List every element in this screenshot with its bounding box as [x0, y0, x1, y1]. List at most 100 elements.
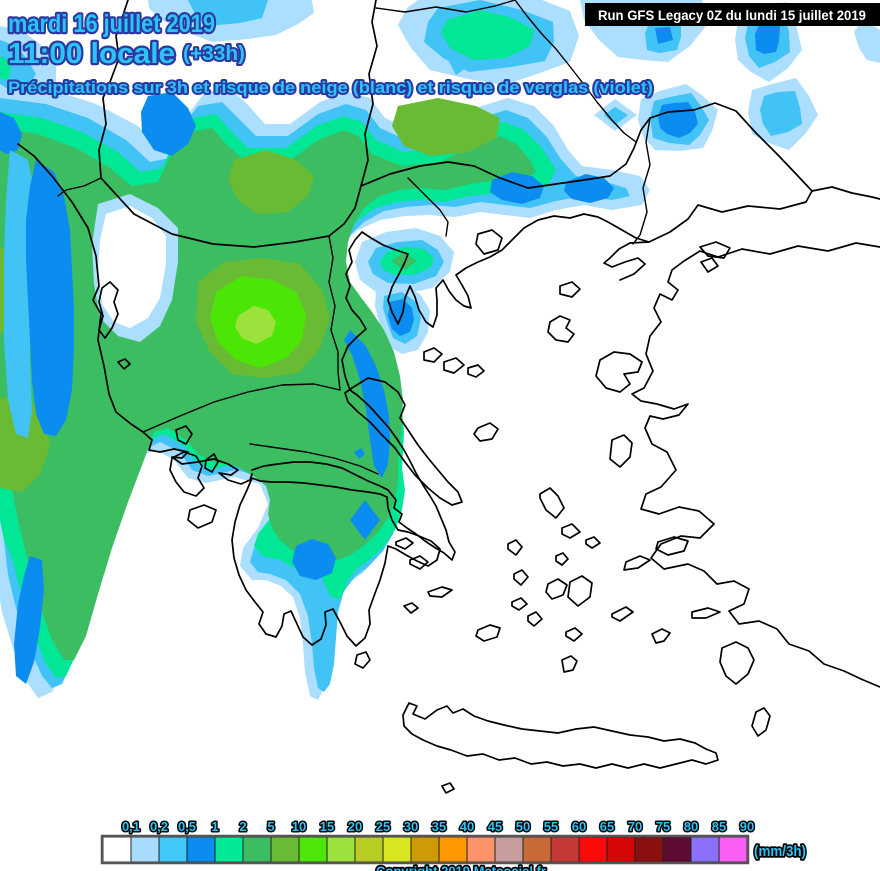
border-vertical-west: [98, 0, 129, 179]
legend-tick-label: 40: [460, 819, 474, 834]
legend-swatch: [494, 836, 524, 863]
island-crete: [402, 702, 719, 769]
legend-swatch: [186, 836, 216, 863]
island-thassos: [475, 229, 503, 255]
island-salamis: [395, 537, 414, 550]
border-bulgaria-turkey: [514, 0, 637, 143]
island-lesbos: [595, 351, 643, 393]
legend-swatch: [298, 836, 328, 863]
coastline-greece-west: [142, 431, 253, 485]
run-info-box: Run GFS Legacy 0Z du lundi 15 juillet 20…: [585, 3, 880, 26]
island-paxi: [117, 358, 131, 370]
island-serifos: [511, 597, 528, 611]
legend-tick-label: 2: [239, 819, 246, 834]
legend-tick-label: 0,5: [178, 819, 196, 834]
border-region-epirus: [142, 383, 341, 433]
island-milos: [475, 624, 501, 642]
island-ios: [565, 627, 583, 642]
legend-swatch: [242, 836, 272, 863]
legend-swatch: [578, 836, 608, 863]
legend-tick-label: 80: [684, 819, 698, 834]
island-limnos: [547, 315, 575, 343]
run-info-label: Run GFS Legacy 0Z du lundi 15 juillet 20…: [598, 8, 866, 23]
border-evros: [632, 117, 651, 245]
legend-swatch: [550, 836, 580, 863]
island-kos: [691, 607, 721, 619]
island-ithaca: [204, 453, 219, 473]
coastlines-borders: [17, 0, 880, 794]
legend-swatch: [634, 836, 664, 863]
legend-swatch: [466, 836, 496, 863]
island-paros: [545, 578, 568, 600]
map-title-date: mardi 16 juillet 2019: [8, 10, 215, 38]
island-hydra: [427, 586, 453, 598]
legend-swatch: [662, 836, 692, 863]
legend-tick-label: 0,1: [122, 819, 140, 834]
legend-swatch: [214, 836, 244, 863]
island-tinos: [561, 523, 581, 539]
island-ikaria: [623, 555, 651, 571]
legend-swatch: [606, 836, 636, 863]
island-marmara-1: [699, 241, 731, 259]
island-samothrace: [559, 281, 581, 298]
island-astypalaia: [651, 628, 671, 644]
legend-color-scale: 0,1 0,2 0,5 1 2 5 10 15 20 25 30 35 40 45 50 55 60 65 70 75…: [100, 818, 808, 865]
legend-tick-label: 1: [211, 819, 218, 834]
island-sporades-2: [443, 357, 465, 374]
coastline-peloponnese: [231, 477, 441, 647]
island-aegina: [409, 555, 429, 570]
legend-swatch: [438, 836, 468, 863]
border-vertical-mid: [328, 0, 378, 237]
border-north-balkan: [100, 177, 330, 248]
legend-tick-label: 25: [376, 819, 390, 834]
legend-tick-label: 85: [712, 819, 726, 834]
island-sifnos: [527, 611, 543, 627]
island-naxos: [567, 575, 593, 607]
map-titles: mardi 16 juillet 2019 11:00 locale (+33h…: [6, 8, 655, 99]
map-title-time: 11:00 locale: [8, 38, 175, 70]
legend-tick-label: 55: [544, 819, 558, 834]
legend-swatch: [522, 836, 552, 863]
island-kythnos: [513, 569, 529, 586]
coastline-blacksea: [811, 186, 880, 200]
border-greece-north: [360, 102, 813, 192]
island-samos: [655, 536, 689, 556]
legend-swatch: [354, 836, 384, 863]
island-kea: [507, 539, 523, 556]
island-marmara-2: [700, 257, 719, 273]
island-amorgos: [611, 606, 634, 622]
island-lefkada: [175, 425, 193, 445]
legend-swatch: [690, 836, 720, 863]
map-subtitle: Précipitations sur 3h et risque de neige…: [8, 78, 653, 97]
island-rhodes: [719, 641, 755, 685]
legend-tick-label: 60: [572, 819, 586, 834]
border-region-macedonia: [407, 177, 449, 237]
legend-tick-label: 50: [516, 819, 530, 834]
island-sporades-1: [423, 347, 443, 363]
legend-swatches: [102, 836, 748, 863]
island-kythira: [354, 651, 371, 669]
legend-tick-label: 30: [404, 819, 418, 834]
legend-tick-label: 0,2: [150, 819, 168, 834]
island-gavdos: [441, 782, 455, 794]
map-title-offset: (+33h): [183, 43, 245, 65]
island-euboea: [344, 377, 463, 506]
border-spur: [57, 177, 102, 197]
island-skyros: [473, 422, 499, 442]
legend-swatch: [270, 836, 300, 863]
island-syros: [555, 552, 569, 566]
legend-swatch: [102, 836, 132, 863]
legend-tick-label: 90: [740, 819, 754, 834]
legend-tick-label: 35: [432, 819, 446, 834]
legend-tick-label: 5: [267, 819, 274, 834]
precip-contour-blue: [0, 23, 780, 684]
coastline-turkey-west: [631, 242, 880, 688]
legend-unit: (mm/3h): [754, 843, 806, 860]
legend-frame: [100, 834, 750, 865]
legend-tick-label: 75: [656, 819, 670, 834]
island-mykonos: [585, 536, 601, 549]
border-top: [375, 0, 516, 13]
coastline-adriatic: [17, 143, 144, 433]
